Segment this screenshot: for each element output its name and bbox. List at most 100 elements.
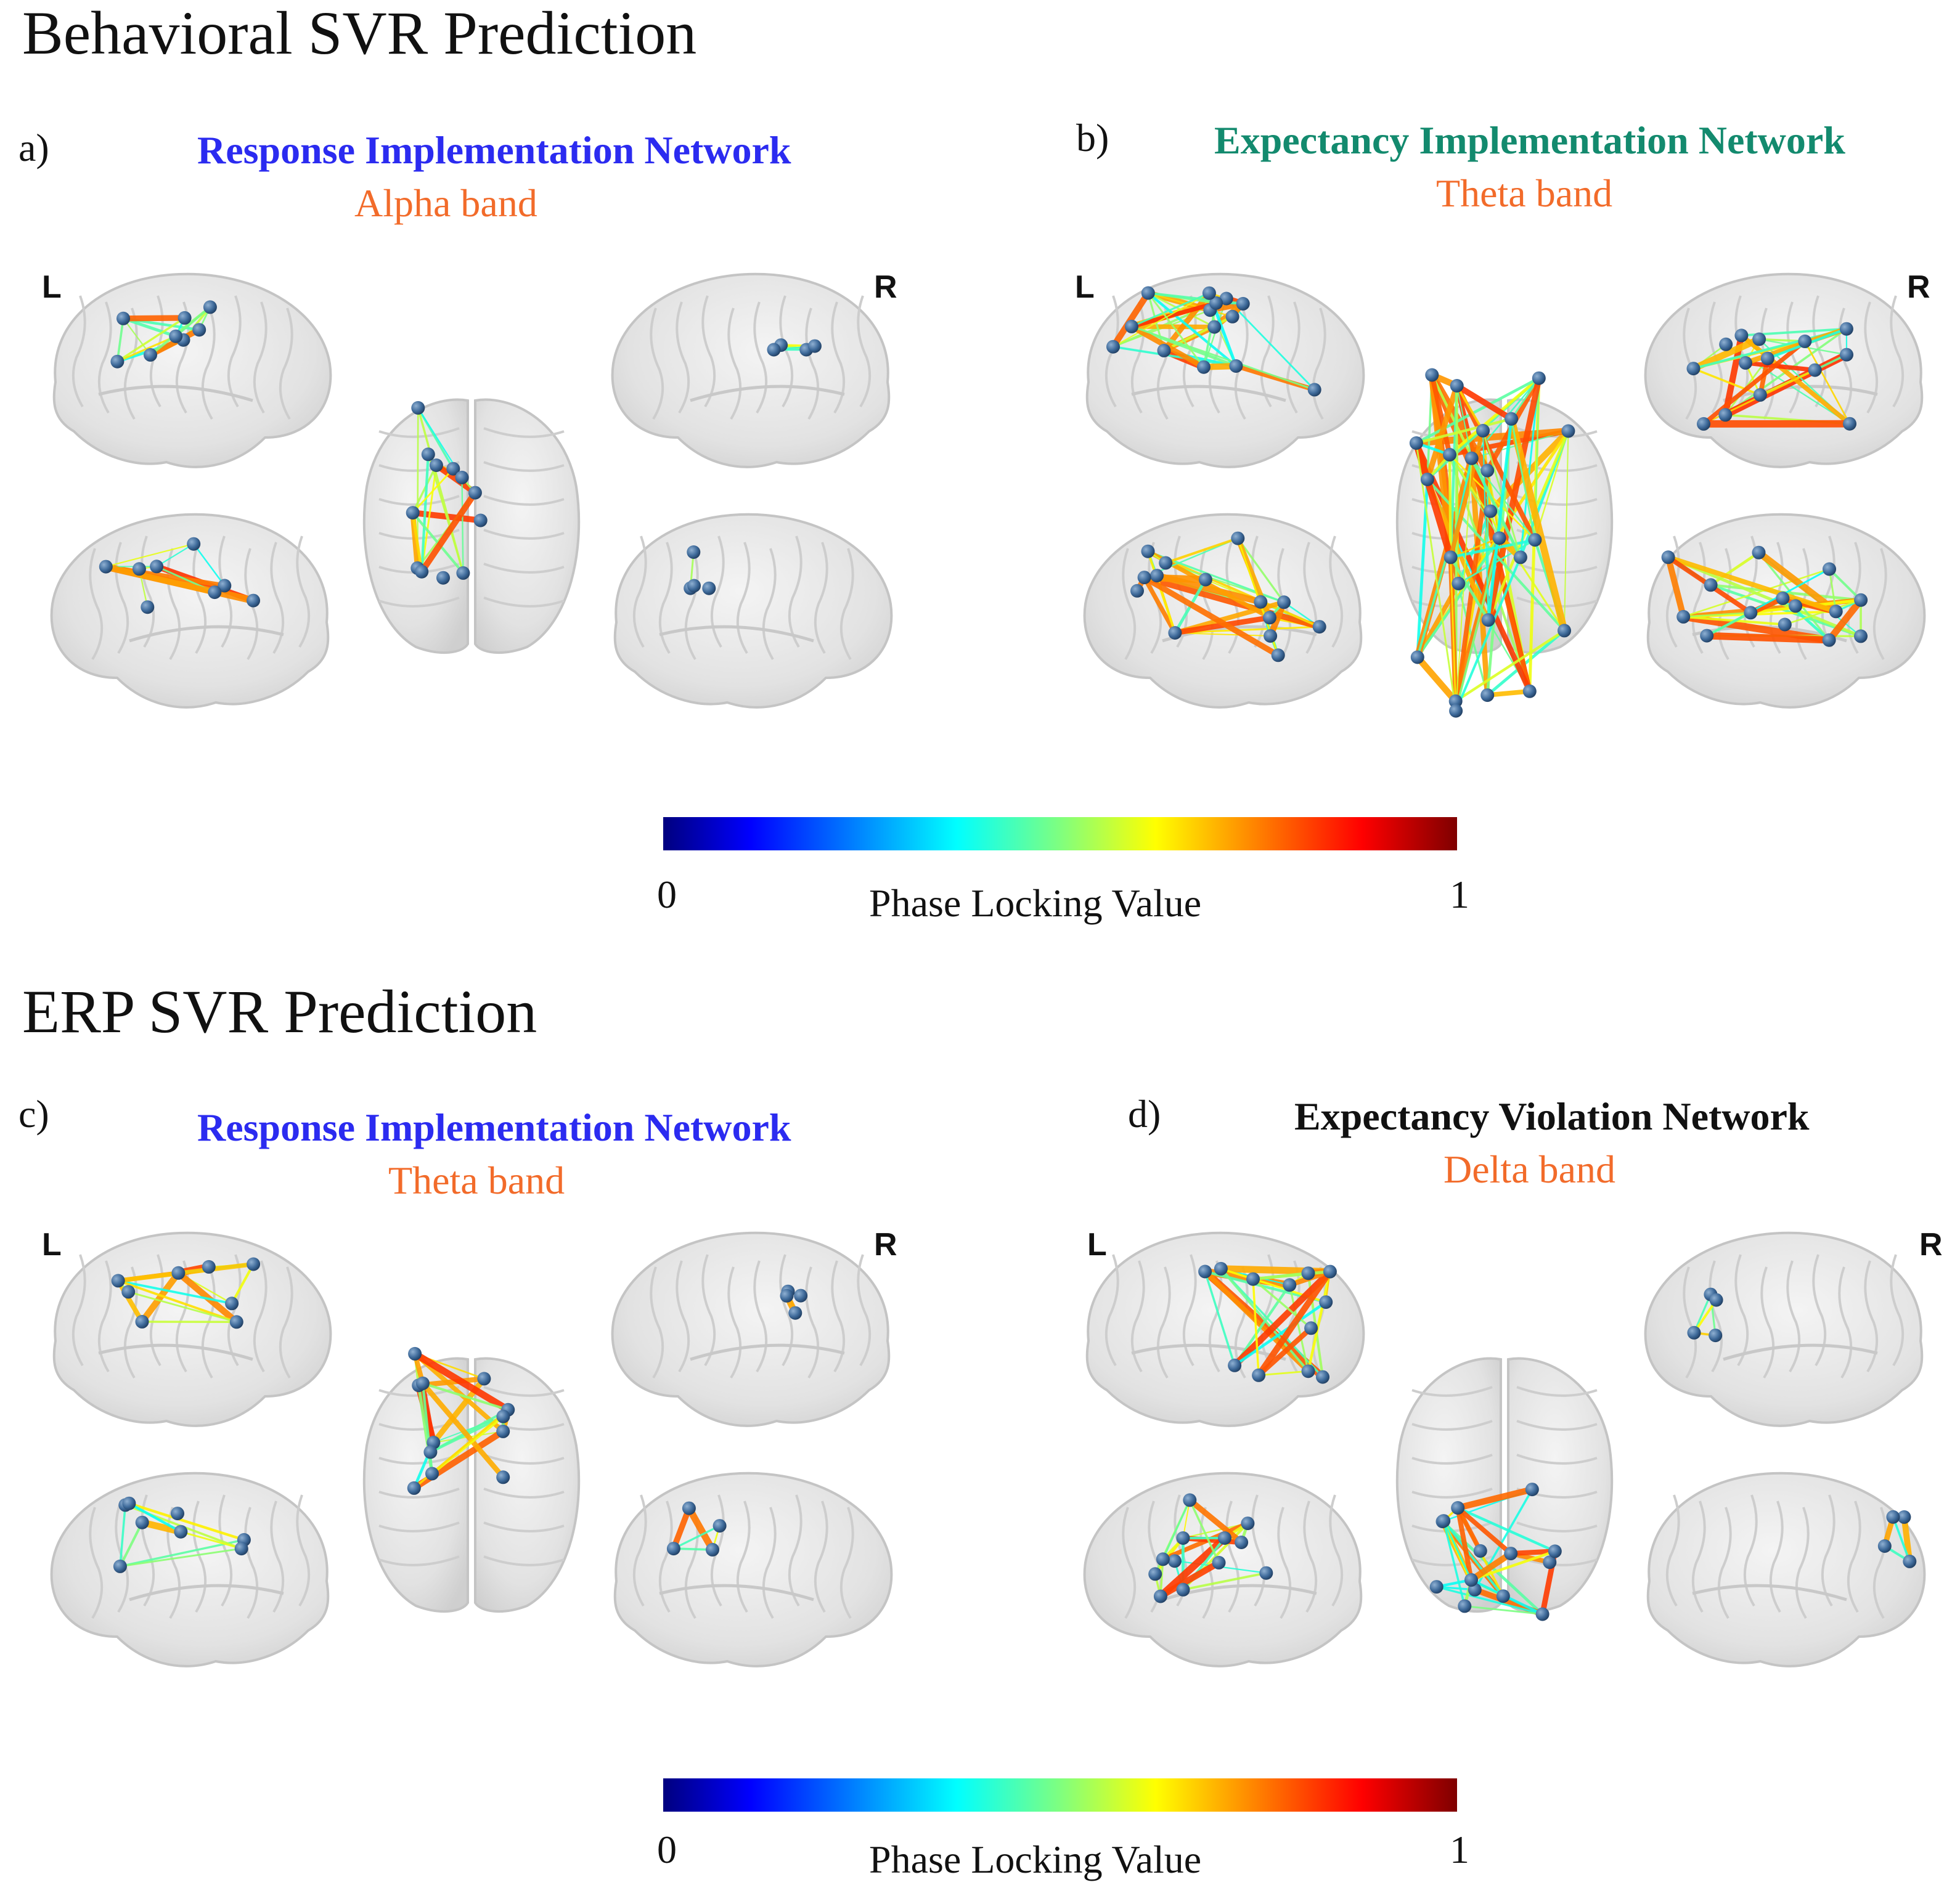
panel-c-left-medial-brain-fissure bbox=[129, 1584, 284, 1602]
panel-d-right-lateral-brain-sulcus bbox=[1709, 1260, 1723, 1373]
panel-c-network-1-edge bbox=[231, 1263, 255, 1305]
panel-b-network-3-edge bbox=[1448, 454, 1500, 539]
panel-b-network-3-edge bbox=[1456, 385, 1472, 459]
panel-a-left-lateral-brain-sulcus bbox=[97, 301, 112, 414]
panel-c-axial-brain-sulcus bbox=[483, 1454, 565, 1465]
panel-a-axial-brain-right-hemisphere bbox=[474, 398, 581, 654]
panel-a-left-medial-brain-sulcus bbox=[115, 542, 129, 654]
panel-c-network-1-node bbox=[202, 1260, 216, 1274]
panel-d-network-1-edge bbox=[1255, 1268, 1333, 1378]
panel-c-right-medial-brain-sulcus bbox=[736, 1500, 751, 1613]
panel-d-right-medial-brain-sulcus bbox=[1769, 1500, 1784, 1613]
panel-c-network-2-node bbox=[113, 1559, 127, 1573]
panel-d-network-3-edge bbox=[1468, 1550, 1514, 1583]
panel-b-network-2-node bbox=[1168, 626, 1182, 640]
panel-d-network-1-edge bbox=[1288, 1284, 1310, 1372]
panel-a-network-2-node bbox=[247, 593, 260, 608]
panel-d-right-label: R bbox=[1919, 1227, 1943, 1263]
panel-b-right-lateral-brain-sulcus bbox=[1864, 301, 1879, 414]
panel-a-axial-brain-sulcus bbox=[378, 596, 460, 608]
panel-b-network-1-node bbox=[1125, 319, 1138, 333]
panel-d-network-3-node bbox=[1451, 1501, 1465, 1515]
panel-b-network-3-edge bbox=[1455, 537, 1501, 712]
panel-c-network-2-node bbox=[135, 1515, 149, 1529]
panel-b-network-2-node bbox=[1141, 544, 1155, 558]
panel-a-right-lateral-brain-sulcus bbox=[779, 295, 794, 408]
panel-c-left-lateral-brain-sulcus bbox=[149, 1254, 164, 1367]
panel-a-network-3-edge bbox=[411, 511, 423, 574]
panel-d-axial-brain-sulcus bbox=[1411, 1488, 1493, 1499]
panel-a-network-3-node bbox=[411, 401, 425, 415]
panel-b-network-3-edge bbox=[1453, 383, 1514, 422]
panel-c-right-lateral-brain-sulcus bbox=[650, 1266, 664, 1379]
panel-a-network-1-edge bbox=[149, 306, 212, 357]
panel-c-network-5-node bbox=[713, 1519, 727, 1533]
panel-b-network-4-node bbox=[1719, 337, 1733, 351]
panel-c-left-medial-brain bbox=[50, 1472, 330, 1667]
panel-b-network-3-edge bbox=[1415, 442, 1457, 712]
panel-c-right-medial-brain-sulcus bbox=[762, 1507, 777, 1619]
panel-b-left-medial-brain-sulcus bbox=[1329, 535, 1344, 648]
panel-b-network-2-edge bbox=[1164, 537, 1239, 564]
panel-b-network-3-edge bbox=[1454, 383, 1538, 543]
panel-a-right-medial-brain-outline bbox=[613, 513, 893, 709]
panel-c-network-3-node bbox=[496, 1409, 510, 1423]
panel-d-right-medial-brain-sulcus bbox=[1743, 1494, 1758, 1607]
panel-a-network-3-node bbox=[415, 564, 429, 579]
panel-c-band-label: Theta band bbox=[388, 1158, 565, 1202]
panel-d-network-2-node bbox=[1176, 1582, 1190, 1597]
panel-c-network-1-node bbox=[225, 1297, 239, 1311]
panel-a-right-medial-brain-sulcus bbox=[788, 535, 802, 648]
panel-b-network-2-edge bbox=[1141, 575, 1178, 635]
panel-c-left-medial-brain-sulcus bbox=[244, 1507, 259, 1619]
panel-b-left-label: L bbox=[1075, 269, 1095, 305]
panel-b-network-2-node bbox=[1137, 571, 1151, 585]
panel-b-network-2-node bbox=[1231, 531, 1245, 545]
panel-b-network-3-edge bbox=[1564, 430, 1569, 632]
panel-b-network-5 bbox=[1661, 545, 1868, 647]
panel-a-network-1-node bbox=[178, 311, 192, 325]
panel-d-right-lateral-brain-outline bbox=[1644, 1231, 1924, 1427]
panel-c-left-lateral-brain bbox=[52, 1231, 332, 1427]
panel-d-network-4-node bbox=[1687, 1325, 1701, 1340]
panel-a-right-medial-brain-sulcus bbox=[684, 548, 699, 661]
panel-c-left-medial-brain-sulcus bbox=[296, 1494, 311, 1607]
panel-a-right-medial-brain-sulcus bbox=[632, 535, 647, 648]
panel-b-network-2-node bbox=[1264, 629, 1278, 643]
colorbar-behavioral bbox=[663, 817, 1457, 850]
panel-b-network-4-edge bbox=[1803, 340, 1851, 425]
panel-b-network-1-node bbox=[1229, 359, 1243, 373]
panel-a-network-3-node bbox=[456, 566, 470, 580]
panel-c-network-4-node bbox=[780, 1288, 794, 1303]
panel-b-network-5-edge bbox=[1784, 599, 1862, 625]
panel-b-network-3-node bbox=[1480, 688, 1495, 702]
panel-a-network-1-edge bbox=[116, 317, 125, 363]
panel-c-network-1 bbox=[111, 1257, 261, 1329]
panel-c-network-3-node bbox=[425, 1467, 439, 1481]
panel-b-network-3-node bbox=[1480, 463, 1495, 478]
panel-c-right-medial-brain-sulcus bbox=[632, 1494, 647, 1607]
panel-a-left-medial-brain-sulcus bbox=[270, 542, 285, 654]
panel-d-network-2-node bbox=[1259, 1566, 1273, 1580]
panel-c-right-lateral-brain-sulcus bbox=[831, 1260, 846, 1373]
panel-c-network-3-edge bbox=[421, 1382, 510, 1411]
panel-a-network-1-node bbox=[169, 329, 183, 343]
panel-b-network-3-edge bbox=[1510, 377, 1540, 420]
panel-a-right-lateral-brain-sulcus bbox=[805, 307, 820, 420]
panel-c-axial-brain-sulcus bbox=[378, 1521, 460, 1533]
panel-d-left-medial-brain-sulcus bbox=[1329, 1494, 1344, 1607]
panel-b-right-medial-brain-sulcus bbox=[1872, 548, 1887, 661]
panel-a-left-medial-brain-sulcus bbox=[296, 535, 311, 648]
panel-c-network-3 bbox=[407, 1346, 515, 1495]
panel-d-network-5-node bbox=[1886, 1510, 1900, 1524]
panel-d-network-2-node bbox=[1148, 1567, 1162, 1581]
panel-c-network-5-edge bbox=[671, 1505, 692, 1552]
panel-d-left-lateral-brain-sulcus bbox=[1182, 1254, 1197, 1367]
panel-b-network-5-edge bbox=[1682, 611, 1752, 618]
panel-b-left-medial-brain-sulcus bbox=[1277, 548, 1292, 661]
panel-a-network-1-edge bbox=[121, 317, 178, 338]
panel-c-network-3-node bbox=[477, 1372, 491, 1386]
panel-d-network-1-edge bbox=[1252, 1277, 1260, 1377]
panel-c-left-medial-brain-sulcus bbox=[141, 1494, 155, 1607]
panel-c-network-2-edge bbox=[119, 1547, 243, 1568]
